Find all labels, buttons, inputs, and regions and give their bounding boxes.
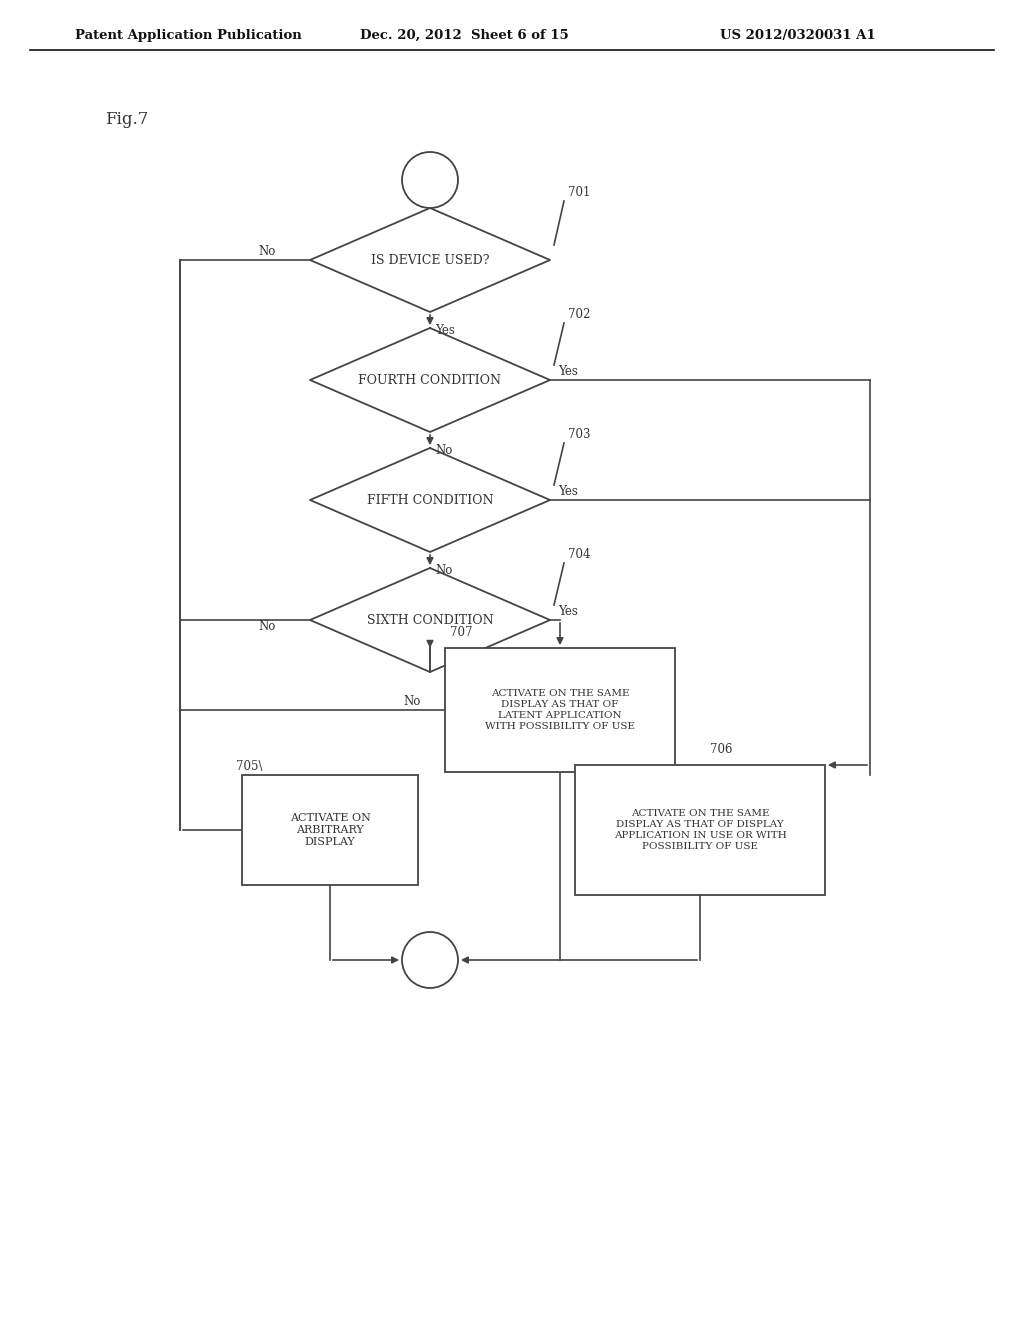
Text: FOURTH CONDITION: FOURTH CONDITION [358, 374, 502, 387]
Text: 704: 704 [568, 548, 591, 561]
Text: No: No [403, 696, 421, 708]
Text: 701: 701 [568, 186, 591, 199]
Text: Yes: Yes [435, 323, 455, 337]
Text: IS DEVICE USED?: IS DEVICE USED? [371, 253, 489, 267]
Text: Patent Application Publication: Patent Application Publication [75, 29, 302, 41]
Text: Yes: Yes [558, 605, 578, 618]
Bar [445, 648, 675, 772]
Text: 703: 703 [568, 428, 591, 441]
Text: ACTIVATE ON THE SAME
DISPLAY AS THAT OF
LATENT APPLICATION
WITH POSSIBILITY OF U: ACTIVATE ON THE SAME DISPLAY AS THAT OF … [485, 689, 635, 731]
Text: Yes: Yes [558, 366, 578, 378]
Text: FIFTH CONDITION: FIFTH CONDITION [367, 494, 494, 507]
Text: SIXTH CONDITION: SIXTH CONDITION [367, 614, 494, 627]
Text: 705\: 705\ [236, 760, 262, 774]
Bar [575, 766, 825, 895]
Bar [242, 775, 418, 884]
Text: Dec. 20, 2012  Sheet 6 of 15: Dec. 20, 2012 Sheet 6 of 15 [360, 29, 568, 41]
Text: No: No [435, 564, 453, 577]
Circle shape [402, 932, 458, 987]
Text: Fig.7: Fig.7 [105, 111, 148, 128]
Text: No: No [258, 246, 275, 257]
Text: 707: 707 [450, 626, 472, 639]
Text: ACTIVATE ON THE SAME
DISPLAY AS THAT OF DISPLAY
APPLICATION IN USE OR WITH
POSSI: ACTIVATE ON THE SAME DISPLAY AS THAT OF … [613, 809, 786, 851]
Text: US 2012/0320031 A1: US 2012/0320031 A1 [720, 29, 876, 41]
Text: No: No [435, 444, 453, 457]
Text: ACTIVATE ON
ARBITRARY
DISPLAY: ACTIVATE ON ARBITRARY DISPLAY [290, 813, 371, 847]
Text: 706: 706 [710, 743, 732, 756]
Text: No: No [258, 620, 275, 634]
Text: Yes: Yes [558, 484, 578, 498]
Circle shape [402, 152, 458, 209]
Text: 702: 702 [568, 308, 591, 321]
